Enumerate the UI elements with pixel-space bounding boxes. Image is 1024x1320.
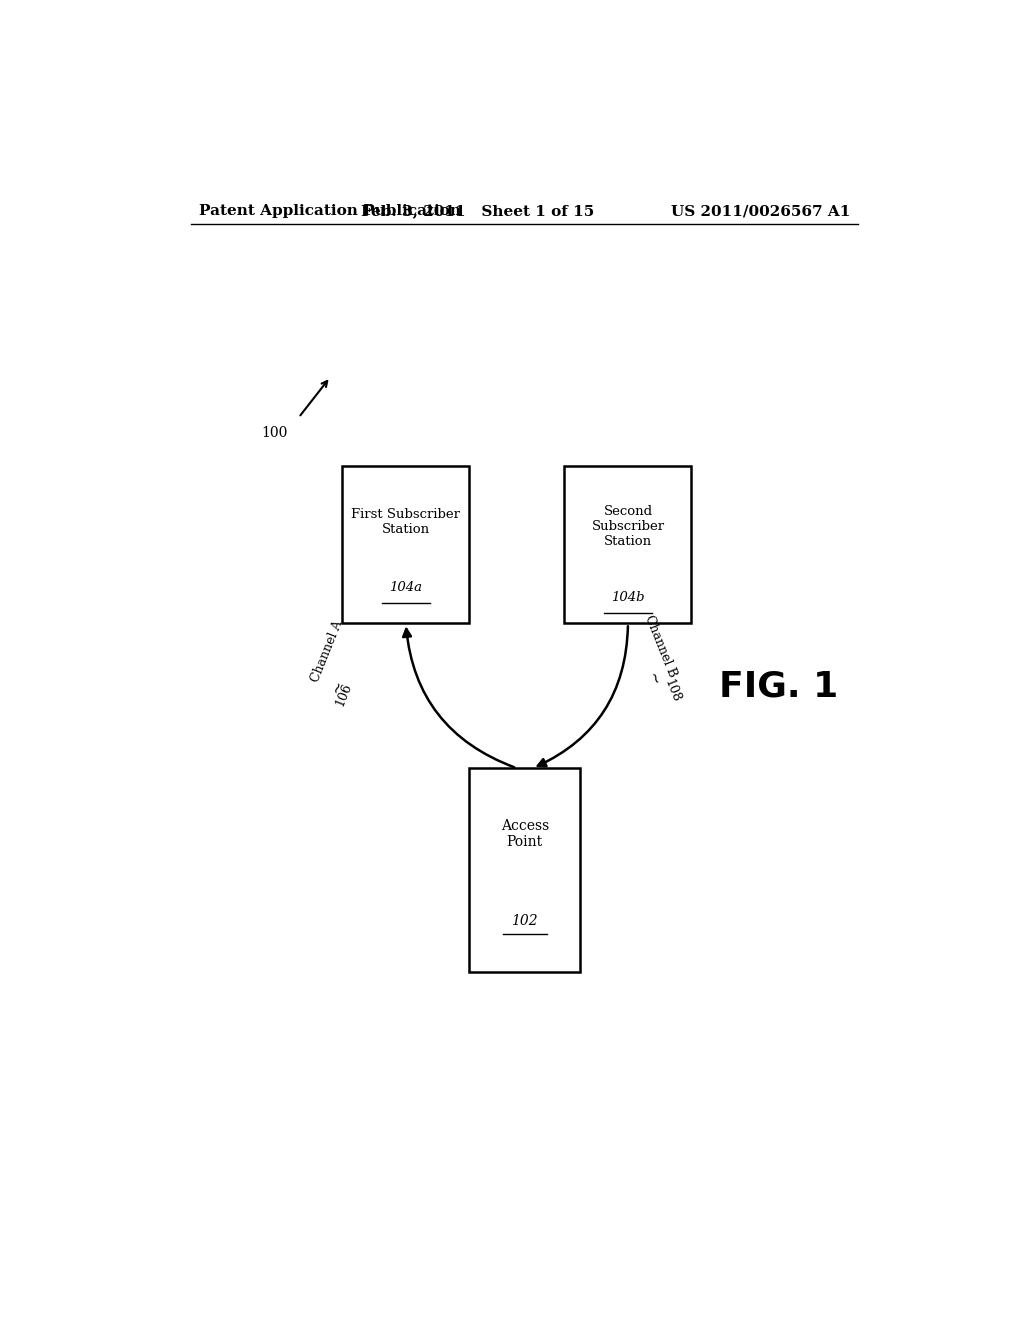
FancyBboxPatch shape: [469, 768, 581, 972]
Text: 102: 102: [511, 913, 539, 928]
Text: Feb. 3, 2011   Sheet 1 of 15: Feb. 3, 2011 Sheet 1 of 15: [360, 205, 594, 218]
Text: 100: 100: [261, 426, 288, 440]
Text: ~: ~: [328, 678, 346, 696]
Text: 106: 106: [333, 681, 354, 709]
Text: First Subscriber
Station: First Subscriber Station: [351, 508, 460, 536]
FancyArrowPatch shape: [403, 628, 514, 767]
FancyArrowPatch shape: [538, 626, 628, 766]
FancyBboxPatch shape: [564, 466, 691, 623]
Text: Channel A: Channel A: [309, 619, 345, 684]
Text: Second
Subscriber
Station: Second Subscriber Station: [592, 504, 665, 548]
Text: FIG. 1: FIG. 1: [719, 671, 839, 704]
Text: 104b: 104b: [611, 591, 645, 605]
Text: Channel B: Channel B: [642, 614, 679, 680]
FancyBboxPatch shape: [342, 466, 469, 623]
Text: Patent Application Publication: Patent Application Publication: [200, 205, 462, 218]
Text: 108: 108: [662, 677, 682, 705]
Text: Access
Point: Access Point: [501, 820, 549, 849]
Text: 104a: 104a: [389, 581, 422, 594]
Text: US 2011/0026567 A1: US 2011/0026567 A1: [671, 205, 850, 218]
Text: ~: ~: [644, 671, 663, 688]
